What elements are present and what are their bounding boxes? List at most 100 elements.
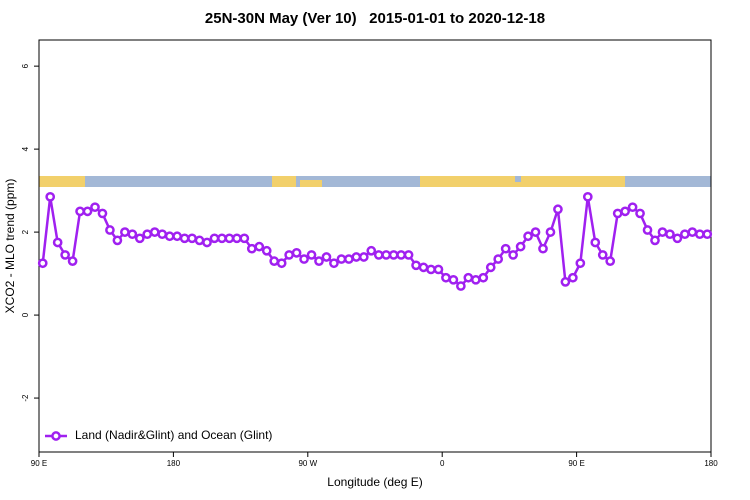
data-point bbox=[568, 272, 578, 283]
data-point bbox=[224, 233, 235, 244]
data-point bbox=[179, 233, 190, 244]
data-point bbox=[411, 260, 421, 271]
data-point bbox=[97, 208, 108, 219]
data-point bbox=[635, 208, 645, 219]
data-point bbox=[433, 264, 444, 275]
data-point bbox=[441, 272, 451, 283]
data-point bbox=[254, 241, 265, 252]
y-tick-label: 0 bbox=[21, 312, 30, 317]
data-point bbox=[381, 250, 392, 260]
x-axis-label: Longitude (deg E) bbox=[327, 475, 422, 489]
data-point bbox=[194, 235, 205, 246]
data-point bbox=[336, 254, 347, 264]
data-point bbox=[642, 225, 653, 235]
data-point bbox=[456, 281, 466, 291]
data-point bbox=[426, 264, 436, 275]
data-point bbox=[650, 235, 660, 246]
y-tick-label: 2 bbox=[21, 229, 30, 234]
data-point bbox=[680, 229, 690, 240]
y-axis-label: XCO2 - MLO trend (ppm) bbox=[3, 179, 17, 314]
data-point bbox=[217, 233, 227, 244]
data-point bbox=[90, 202, 100, 213]
plot-frame bbox=[38, 39, 712, 453]
data-point bbox=[612, 208, 623, 219]
x-tick-label: 90 E bbox=[31, 459, 47, 468]
data-point bbox=[597, 250, 608, 260]
data-point bbox=[112, 235, 123, 246]
data-point bbox=[306, 250, 317, 260]
data-point bbox=[590, 237, 601, 248]
data-point bbox=[672, 233, 683, 244]
data-point bbox=[261, 245, 272, 256]
data-point bbox=[291, 247, 302, 258]
data-point bbox=[702, 229, 713, 240]
x-tick-label: 0 bbox=[440, 459, 445, 468]
data-point bbox=[269, 256, 280, 266]
data-point bbox=[418, 262, 429, 273]
data-point bbox=[276, 258, 287, 269]
data-point bbox=[448, 274, 459, 285]
data-point bbox=[45, 191, 56, 202]
data-point bbox=[366, 245, 377, 256]
data-point bbox=[560, 277, 571, 287]
data-point bbox=[627, 202, 638, 213]
data-point bbox=[75, 206, 85, 217]
data-point bbox=[687, 227, 698, 237]
data-point bbox=[329, 258, 339, 269]
data-point bbox=[373, 250, 384, 260]
data-point bbox=[314, 256, 324, 266]
legend-label: Land (Nadir&Glint) and Ocean (Glint) bbox=[75, 428, 272, 442]
data-point bbox=[575, 258, 586, 269]
data-point bbox=[523, 231, 533, 242]
chart-title: 25N-30N May (Ver 10) 2015-01-01 to 2020-… bbox=[205, 10, 545, 27]
data-point bbox=[605, 256, 616, 266]
data-point bbox=[358, 252, 369, 262]
data-point bbox=[202, 237, 212, 248]
y-tick-label: 4 bbox=[21, 146, 30, 151]
data-point bbox=[172, 231, 182, 242]
data-point bbox=[60, 250, 70, 260]
data-point bbox=[657, 227, 668, 237]
data-point bbox=[239, 233, 250, 244]
data-point bbox=[403, 250, 414, 260]
data-point bbox=[299, 254, 309, 264]
data-point bbox=[284, 250, 294, 260]
y-tick-label: -2 bbox=[21, 394, 30, 402]
data-point bbox=[164, 231, 175, 242]
data-point bbox=[582, 191, 593, 202]
data-point bbox=[508, 250, 518, 260]
data-point bbox=[538, 243, 548, 254]
data-point bbox=[545, 227, 556, 237]
data-point bbox=[105, 225, 115, 235]
data-point bbox=[120, 227, 130, 237]
data-point bbox=[694, 229, 705, 240]
x-tick-label: 180 bbox=[167, 459, 181, 468]
data-point bbox=[351, 252, 362, 262]
data-point bbox=[187, 233, 197, 244]
data-point bbox=[553, 204, 563, 215]
land-ocean-strip bbox=[39, 176, 711, 187]
data-point bbox=[620, 206, 630, 217]
data-point bbox=[142, 229, 153, 240]
data-point bbox=[500, 243, 511, 254]
data-point bbox=[37, 258, 48, 269]
data-point bbox=[478, 272, 489, 283]
data-point bbox=[82, 206, 93, 217]
data-point bbox=[149, 227, 160, 237]
data-point bbox=[388, 250, 399, 260]
data-point bbox=[127, 229, 138, 240]
data-point bbox=[157, 229, 168, 240]
data-point bbox=[470, 274, 481, 285]
x-tick-label: 180 bbox=[704, 459, 718, 468]
data-point bbox=[209, 233, 220, 244]
data-point bbox=[515, 241, 526, 252]
data-point bbox=[246, 243, 257, 254]
x-tick-label: 90 W bbox=[298, 459, 317, 468]
data-point bbox=[665, 229, 675, 240]
y-tick-label: 6 bbox=[21, 63, 30, 68]
data-point bbox=[67, 256, 78, 266]
data-point bbox=[232, 233, 242, 244]
data-point bbox=[344, 254, 354, 264]
data-point bbox=[493, 254, 504, 264]
